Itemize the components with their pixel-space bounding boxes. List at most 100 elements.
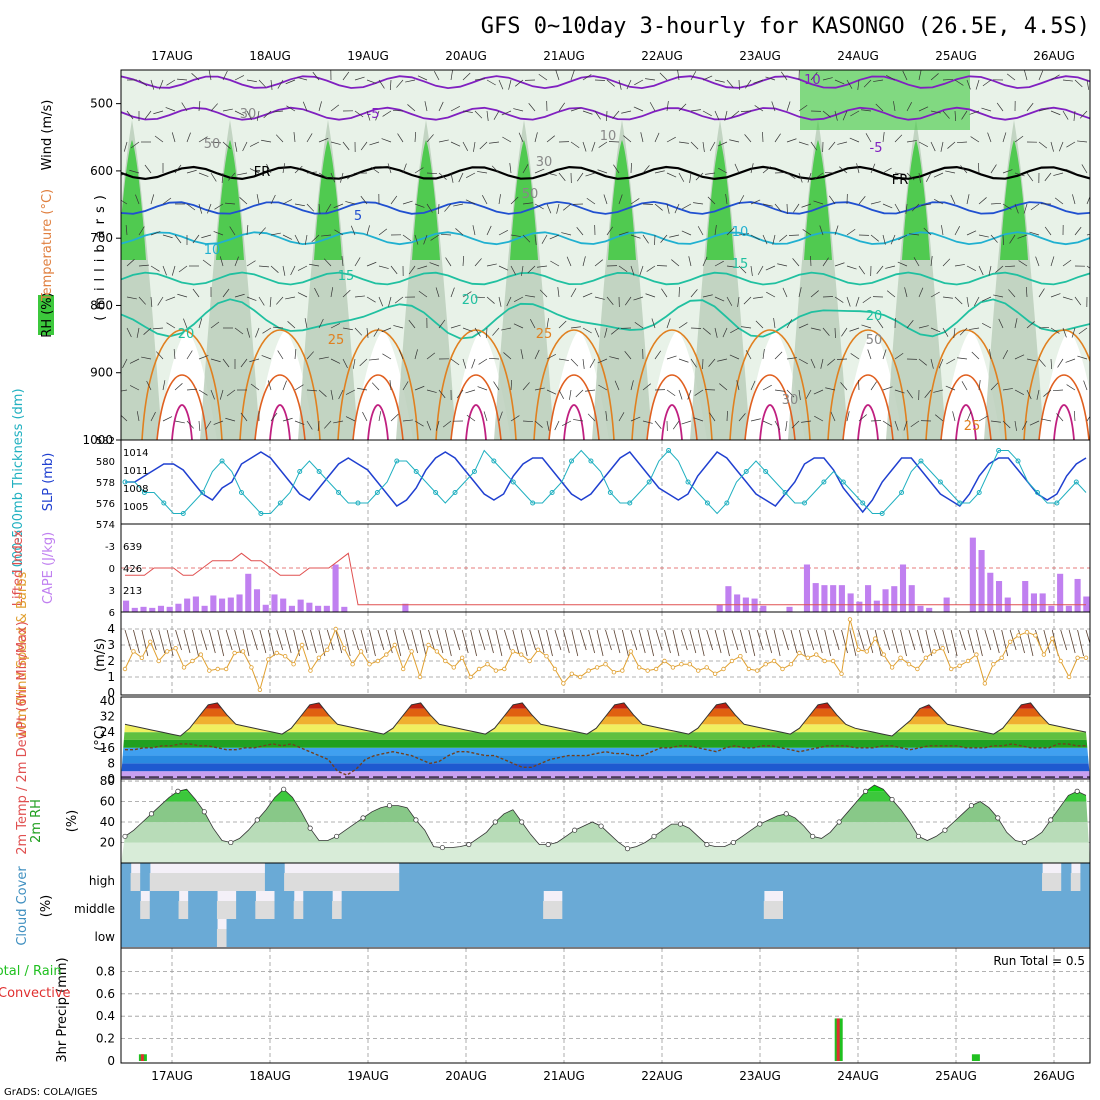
wind-barb [582,256,586,267]
wind-barb [360,141,368,151]
cloud-cell [428,891,439,919]
wind-barb [258,265,269,268]
surface-wind-barb [217,629,225,657]
wind-barb [738,195,745,205]
wind-barb [330,287,334,298]
wind-barb [930,358,934,369]
wind-barb [1050,141,1054,152]
wind-speed-point [552,666,558,672]
wind-speed-point [974,652,979,657]
cape-bar [315,605,322,612]
cloud-gap [159,873,170,891]
temp-band [121,747,1090,756]
wind-barb [570,326,581,329]
wind-barb [757,265,764,275]
wind-speed-point [341,646,347,651]
cloud-cell [878,863,890,891]
wind-barb [183,318,188,329]
wind-barb [651,318,656,329]
wind-barb [240,358,248,368]
surface-wind-barb [756,629,764,651]
cloud-cell [735,863,746,891]
wind-barb [1002,388,1013,391]
wind-barb [911,203,920,212]
cloud-cell [763,919,774,947]
wind-barb [654,420,662,429]
surface-wind-barb [234,629,241,654]
wind-barb [734,163,740,174]
wind-barb [138,264,149,267]
cloud-cell [648,919,659,947]
cape-bar [812,583,819,612]
thickness-point [840,479,846,485]
wind-barb [294,234,300,245]
cloud-gap [207,873,218,891]
wind-speed-point [502,666,507,672]
cape-bar [157,605,165,612]
wind-speed-point [696,668,701,673]
wind-barb [509,163,512,174]
wind-barb [786,138,797,143]
cloud-cell [1013,891,1024,919]
wind-barb [1050,293,1061,298]
wind-tick: 3 [107,638,115,652]
thickness-point [1034,490,1040,495]
rh-column [494,120,554,440]
wind-speed-point [198,652,204,657]
contour-label: -5 [870,141,883,156]
wind-barb [282,199,293,205]
wind-barb [294,384,304,391]
wind-barb [198,318,203,329]
wind-barb [150,411,156,422]
wind-barb [136,411,140,422]
wind-barb [222,358,230,368]
wind-barb [210,172,217,182]
surface-wind-barb [318,629,326,657]
wind-barb [594,327,600,338]
cloud-cell [332,919,343,947]
cloud-cell [475,891,487,919]
wind-barb [418,290,428,298]
cloud-cell [571,863,583,891]
wind-barb [930,110,941,114]
cloud-cell [677,863,688,891]
contour-label: 25 [964,419,981,434]
wind-barb [162,234,173,239]
surface-wind-barb [495,629,503,657]
cloud-cell [677,919,688,947]
wind-barb [486,263,497,267]
cloud-gap [197,873,208,891]
upper-air-legend-labels: RH (%) Temperature (°C) Wind (m/s) [38,100,55,338]
cloud-cell [1080,919,1090,947]
surface-wind-barb [242,629,250,657]
wind-barb [681,420,692,425]
cloud-cell [399,891,410,919]
wind-barb [498,194,501,205]
wind-barb [1081,164,1088,174]
cloud-gap [216,873,228,891]
wind-barb [437,203,440,215]
wind-speed-point [611,670,617,675]
cape-bar [123,600,130,612]
wind-barb [961,381,968,391]
surface-wind-barb [917,629,924,654]
wind-speed-point [333,626,338,632]
surface-wind-barb [208,629,216,654]
wind-barb [825,387,836,391]
cloud-cell [725,891,736,919]
cloud-cell [898,891,909,919]
wind-barb [918,106,929,112]
wind-barb [205,420,212,430]
wind-barb [242,141,248,152]
surface-wind-barb [925,629,933,657]
wind-barb [858,414,867,422]
wind-barb [390,413,399,422]
wind-barb [659,72,668,81]
wind-barb [129,169,140,174]
wind-barb [297,265,308,271]
bottom-date-label: 21AUG [543,1069,585,1083]
wind-barb [213,420,224,425]
cloud-gap [341,873,352,891]
slp-tick: 1005 [123,502,148,513]
